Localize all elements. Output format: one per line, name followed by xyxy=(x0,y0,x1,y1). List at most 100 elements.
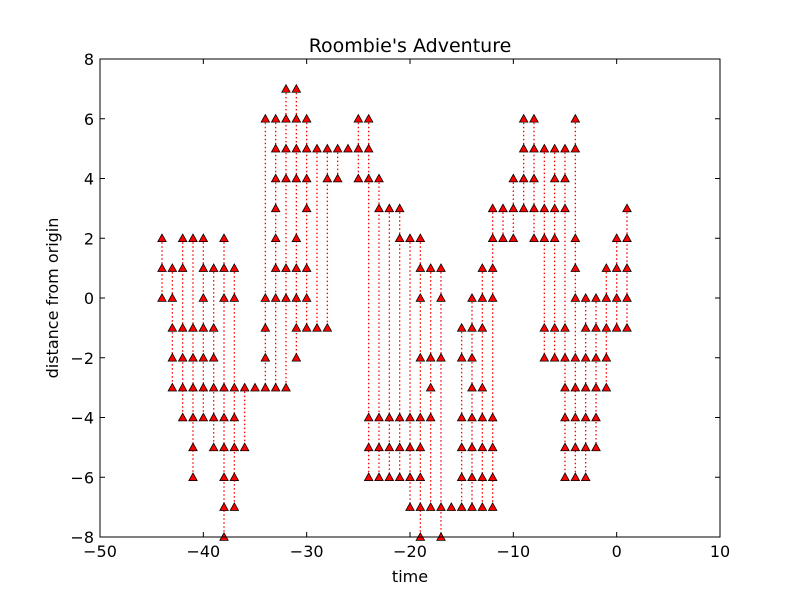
data-point xyxy=(560,442,570,452)
data-point xyxy=(281,173,291,183)
data-point xyxy=(167,292,178,302)
x-tick-label: 0 xyxy=(612,542,622,561)
data-point xyxy=(229,442,240,452)
data-point xyxy=(198,233,209,243)
data-point xyxy=(487,412,498,422)
data-point xyxy=(384,442,395,452)
data-point xyxy=(446,502,457,511)
data-point xyxy=(363,472,374,482)
data-column xyxy=(157,233,167,302)
data-point xyxy=(219,233,229,243)
data-point xyxy=(198,412,209,422)
data-point xyxy=(580,442,591,452)
data-point xyxy=(198,352,209,362)
data-point xyxy=(467,352,477,362)
data-point xyxy=(539,352,550,362)
data-column xyxy=(167,263,178,392)
data-point xyxy=(539,143,550,153)
data-point xyxy=(208,263,219,272)
data-point xyxy=(219,412,229,422)
data-point xyxy=(456,412,467,422)
data-point xyxy=(508,173,519,183)
data-point xyxy=(157,263,167,272)
data-point xyxy=(312,143,322,153)
x-tick-label: −10 xyxy=(496,542,530,561)
data-point xyxy=(405,472,415,482)
data-column xyxy=(219,233,229,541)
data-point xyxy=(622,263,632,272)
data-column xyxy=(611,233,622,332)
data-point xyxy=(260,292,271,302)
data-column xyxy=(353,113,364,183)
data-point xyxy=(560,203,570,213)
data-point xyxy=(291,352,302,362)
data-point xyxy=(487,203,498,213)
data-column xyxy=(601,263,612,392)
data-point xyxy=(425,382,436,392)
data-point xyxy=(591,322,601,332)
data-point xyxy=(394,233,405,243)
data-point xyxy=(198,263,209,272)
data-point xyxy=(229,263,240,272)
data-column xyxy=(425,263,436,511)
data-point xyxy=(436,502,446,511)
y-tick-label: 4 xyxy=(84,170,94,189)
data-point xyxy=(239,442,250,452)
data-point xyxy=(570,412,581,422)
data-point xyxy=(260,382,271,392)
data-point xyxy=(539,322,550,332)
data-column xyxy=(549,143,560,362)
data-point xyxy=(239,382,250,392)
data-point xyxy=(394,472,405,482)
x-tick-label: −40 xyxy=(186,542,220,561)
data-point xyxy=(332,143,343,153)
data-point xyxy=(580,322,591,332)
data-point xyxy=(229,382,240,392)
data-point xyxy=(281,143,291,153)
data-point xyxy=(301,113,312,123)
data-column xyxy=(332,143,343,183)
data-point xyxy=(601,322,612,332)
data-point xyxy=(157,233,167,243)
data-point xyxy=(498,203,508,213)
data-point xyxy=(384,472,395,482)
data-point xyxy=(622,292,632,302)
data-point xyxy=(250,382,260,392)
data-point xyxy=(529,113,539,123)
data-point xyxy=(177,322,188,332)
data-point xyxy=(229,292,240,302)
data-column xyxy=(270,113,281,392)
data-column xyxy=(291,83,302,362)
data-column xyxy=(591,292,601,452)
y-tick-label: 6 xyxy=(84,110,94,129)
data-point xyxy=(281,263,291,272)
data-point xyxy=(580,382,591,392)
data-point xyxy=(570,442,581,452)
data-column xyxy=(446,502,457,511)
data-column xyxy=(415,233,426,541)
data-point xyxy=(529,233,539,243)
x-tick-label: −20 xyxy=(393,542,427,561)
data-point xyxy=(405,233,415,243)
data-point xyxy=(322,143,333,153)
data-point xyxy=(374,442,384,452)
data-point xyxy=(394,412,405,422)
data-point xyxy=(301,143,312,153)
data-column xyxy=(188,233,198,482)
data-point xyxy=(281,292,291,302)
data-point xyxy=(198,382,209,392)
data-column xyxy=(198,233,209,422)
data-point xyxy=(611,322,622,332)
data-point xyxy=(188,412,198,422)
data-point xyxy=(219,263,229,272)
data-point xyxy=(229,412,240,422)
data-point xyxy=(363,113,374,123)
data-point xyxy=(415,502,426,511)
data-point xyxy=(177,263,188,272)
data-point xyxy=(415,472,426,482)
data-point xyxy=(167,352,178,362)
data-point xyxy=(291,83,302,93)
data-point xyxy=(157,292,167,302)
y-tick-label: 2 xyxy=(84,229,94,248)
